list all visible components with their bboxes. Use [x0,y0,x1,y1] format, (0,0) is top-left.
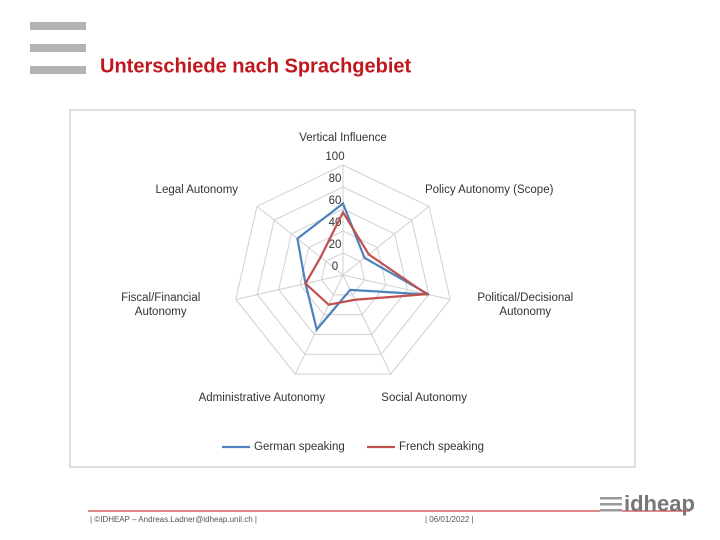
spoke [342,274,392,375]
tick-label: 80 [329,173,342,185]
axis-label: Legal Autonomy [155,183,239,196]
logo-bar [600,509,622,512]
header-bar [30,22,86,30]
slide-title: Unterschiede nach Sprachgebiet [100,55,412,77]
series-line [296,201,430,332]
footer-text: | ©IDHEAP – Andreas.Ladner@idheap.unil.c… [90,515,257,524]
legend-label: German speaking [254,441,345,453]
tick-label: 100 [325,151,344,163]
axis-label: Policy Autonomy (Scope) [424,183,554,196]
grid-ring [278,208,408,335]
tick-label: 20 [329,239,342,251]
grid-ring [235,164,451,375]
header-bar [30,44,86,52]
spoke [256,206,344,276]
logo-bar [600,497,622,500]
logo: idheap [624,491,695,516]
axis-label: Vertical Influence [299,132,387,144]
axis-label: Social Autonomy [381,392,467,405]
legend-label: French speaking [399,441,484,453]
grid-ring [256,186,430,355]
grid-ring [299,230,387,316]
tick-label: 60 [329,195,342,207]
spoke [342,206,430,276]
spoke [294,274,344,375]
chart-frame [69,109,636,468]
grid-ring [321,252,365,296]
tick-label: 0 [332,261,338,273]
axis-label: Fiscal/Financial Autonomy [121,292,201,319]
footer-date: | 06/01/2022 | [425,515,474,524]
axis-label: Administrative Autonomy [198,392,326,405]
spoke [235,274,344,300]
logo-bar [600,503,622,506]
header-bar [30,66,86,74]
spoke [342,274,451,300]
axis-label: Political/Decisional Autonomy [477,292,574,319]
series-line [304,210,430,306]
